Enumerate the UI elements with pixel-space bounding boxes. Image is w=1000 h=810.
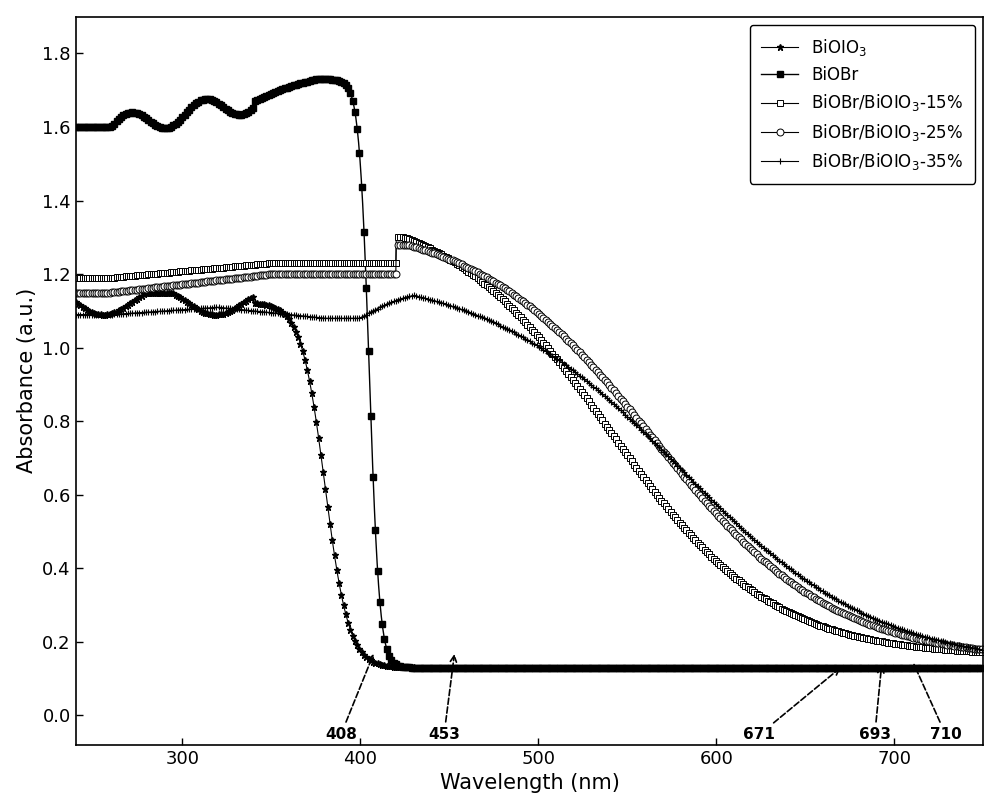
BiOBr <box>977 663 989 672</box>
BiOBr <box>487 663 499 672</box>
X-axis label: Wavelength (nm): Wavelength (nm) <box>440 774 619 793</box>
BiOBr/BiOIO$_3$-35% <box>70 309 82 319</box>
BiOBr <box>785 663 797 672</box>
Text: 693: 693 <box>859 667 891 743</box>
BiOBr/BiOIO$_3$-25% <box>511 292 523 302</box>
BiOBr <box>70 122 82 132</box>
Legend: BiOIO$_3$, BiOBr, BiOBr/BiOIO$_3$-15%, BiOBr/BiOIO$_3$-25%, BiOBr/BiOIO$_3$-35%: BiOIO$_3$, BiOBr, BiOBr/BiOIO$_3$-15%, B… <box>750 25 975 184</box>
BiOBr <box>952 663 964 672</box>
BiOBr/BiOIO$_3$-35% <box>116 309 128 318</box>
BiOBr/BiOIO$_3$-15% <box>977 647 989 657</box>
Line: BiOBr: BiOBr <box>73 76 986 671</box>
BiOBr/BiOIO$_3$-25% <box>951 642 963 651</box>
BiOBr <box>116 112 128 122</box>
BiOIO$_3$ <box>785 663 797 672</box>
BiOBr/BiOIO$_3$-15% <box>511 309 523 319</box>
BiOBr/BiOIO$_3$-35% <box>487 318 499 327</box>
BiOBr/BiOIO$_3$-35% <box>951 640 963 650</box>
Line: BiOBr/BiOIO$_3$-15%: BiOBr/BiOIO$_3$-15% <box>73 235 986 655</box>
BiOIO$_3$ <box>977 663 989 672</box>
BiOBr/BiOIO$_3$-35% <box>977 645 989 654</box>
BiOBr/BiOIO$_3$-15% <box>785 608 797 618</box>
BiOBr/BiOIO$_3$-15% <box>951 646 963 655</box>
BiOBr <box>310 75 322 84</box>
BiOIO$_3$ <box>116 304 128 313</box>
BiOBr/BiOIO$_3$-25% <box>951 642 963 651</box>
BiOBr/BiOIO$_3$-35% <box>951 640 963 650</box>
BiOBr <box>564 663 576 672</box>
BiOBr/BiOIO$_3$-25% <box>390 240 402 249</box>
BiOBr/BiOIO$_3$-15% <box>487 286 499 296</box>
Text: 671: 671 <box>743 669 839 743</box>
BiOBr/BiOIO$_3$-25% <box>70 288 82 297</box>
Line: BiOIO$_3$: BiOIO$_3$ <box>72 289 987 671</box>
Line: BiOBr/BiOIO$_3$-25%: BiOBr/BiOIO$_3$-25% <box>72 241 987 653</box>
Text: 710: 710 <box>914 664 962 743</box>
BiOIO$_3$ <box>487 663 499 672</box>
BiOIO$_3$ <box>142 288 154 297</box>
Line: BiOBr/BiOIO$_3$-35%: BiOBr/BiOIO$_3$-35% <box>72 292 987 654</box>
BiOBr/BiOIO$_3$-35% <box>408 291 420 301</box>
BiOBr/BiOIO$_3$-25% <box>116 287 128 296</box>
BiOBr/BiOIO$_3$-35% <box>785 565 797 574</box>
BiOIO$_3$ <box>951 663 963 672</box>
Y-axis label: Absorbance (a.u.): Absorbance (a.u.) <box>17 288 37 473</box>
BiOBr/BiOIO$_3$-25% <box>977 645 989 654</box>
Text: 453: 453 <box>428 656 460 743</box>
BiOIO$_3$ <box>779 663 791 672</box>
BiOBr/BiOIO$_3$-15% <box>390 232 402 242</box>
BiOBr/BiOIO$_3$-25% <box>487 276 499 286</box>
BiOBr/BiOIO$_3$-35% <box>511 330 523 339</box>
BiOIO$_3$ <box>952 663 964 672</box>
BiOBr/BiOIO$_3$-15% <box>951 646 963 655</box>
BiOBr <box>951 663 963 672</box>
BiOIO$_3$ <box>70 297 82 307</box>
BiOBr/BiOIO$_3$-15% <box>70 273 82 283</box>
Text: 408: 408 <box>325 655 373 743</box>
BiOBr/BiOIO$_3$-15% <box>116 272 128 282</box>
BiOIO$_3$ <box>511 663 523 672</box>
BiOBr/BiOIO$_3$-25% <box>785 578 797 587</box>
BiOBr <box>511 663 523 672</box>
